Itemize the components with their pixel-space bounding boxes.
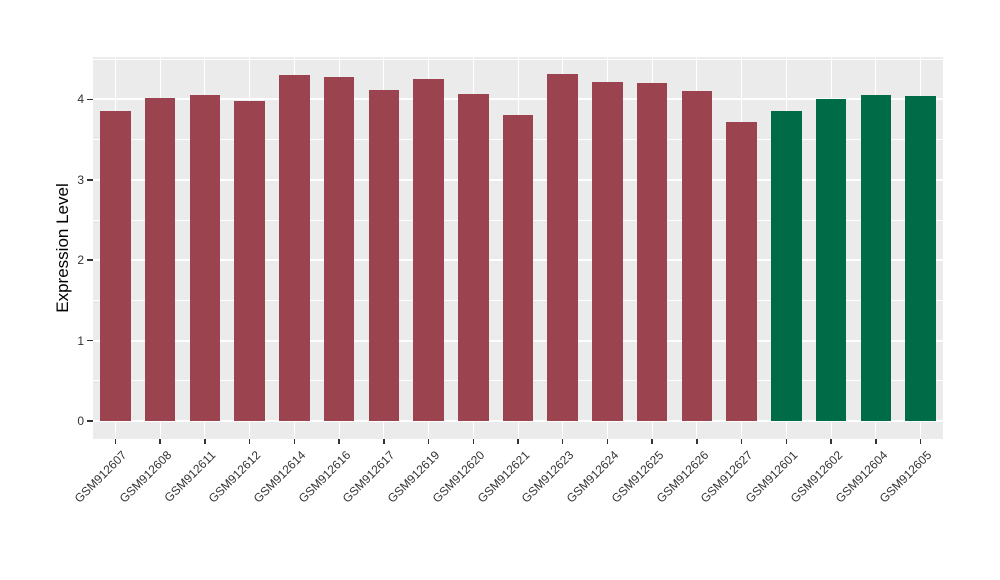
y-tick-mark bbox=[87, 259, 93, 261]
x-tick-mark bbox=[472, 439, 474, 444]
y-tick-label: 2 bbox=[77, 253, 84, 268]
y-tick-label: 0 bbox=[77, 414, 84, 428]
x-tick-mark bbox=[383, 439, 385, 444]
bar-GSM912601 bbox=[771, 111, 802, 421]
bar-GSM912626 bbox=[681, 90, 713, 421]
x-tick-mark bbox=[696, 439, 698, 444]
bar-GSM912621 bbox=[502, 115, 534, 421]
bar-GSM912617 bbox=[368, 89, 400, 421]
bar-GSM912623 bbox=[547, 74, 578, 421]
plot-panel bbox=[93, 57, 943, 439]
bar-GSM912602 bbox=[815, 99, 847, 421]
bar-GSM912619 bbox=[413, 79, 444, 421]
bar-GSM912611 bbox=[189, 94, 221, 421]
y-tick-label: 1 bbox=[77, 333, 84, 348]
bar-GSM912627 bbox=[726, 121, 757, 421]
bar-GSM912625 bbox=[636, 82, 668, 421]
y-tick-mark bbox=[87, 420, 93, 422]
y-tick-label: 4 bbox=[77, 92, 84, 107]
bar-GSM912604 bbox=[860, 94, 892, 421]
bar-GSM912624 bbox=[592, 81, 623, 421]
bar-GSM912612 bbox=[234, 101, 265, 421]
x-tick-mark bbox=[830, 439, 832, 444]
x-tick-mark bbox=[427, 439, 430, 444]
x-tick-mark bbox=[875, 439, 877, 444]
x-tick-mark bbox=[517, 439, 519, 444]
bar-GSM912620 bbox=[458, 93, 489, 421]
x-tick-mark bbox=[606, 439, 609, 444]
x-tick-mark bbox=[561, 439, 564, 444]
y-tick-label: 3 bbox=[77, 172, 84, 187]
bar-GSM912607 bbox=[100, 111, 131, 421]
y-axis-title: Expression Level bbox=[53, 183, 72, 313]
x-tick-mark bbox=[740, 439, 743, 444]
y-tick-mark bbox=[87, 339, 93, 342]
bar-GSM912608 bbox=[144, 97, 176, 421]
x-tick-mark bbox=[338, 439, 340, 444]
x-tick-mark bbox=[204, 439, 206, 444]
bar-GSM912605 bbox=[905, 96, 936, 421]
x-tick-mark bbox=[651, 439, 653, 444]
x-tick-mark bbox=[293, 439, 296, 444]
y-tick-mark bbox=[87, 179, 93, 181]
y-tick-mark bbox=[87, 98, 93, 101]
x-tick-mark bbox=[919, 439, 922, 444]
x-tick-mark bbox=[248, 439, 251, 444]
bar-GSM912614 bbox=[279, 75, 310, 421]
bar-GSM912616 bbox=[323, 76, 355, 421]
x-tick-mark bbox=[114, 439, 117, 444]
x-tick-mark bbox=[159, 439, 161, 444]
x-tick-mark bbox=[785, 439, 788, 444]
